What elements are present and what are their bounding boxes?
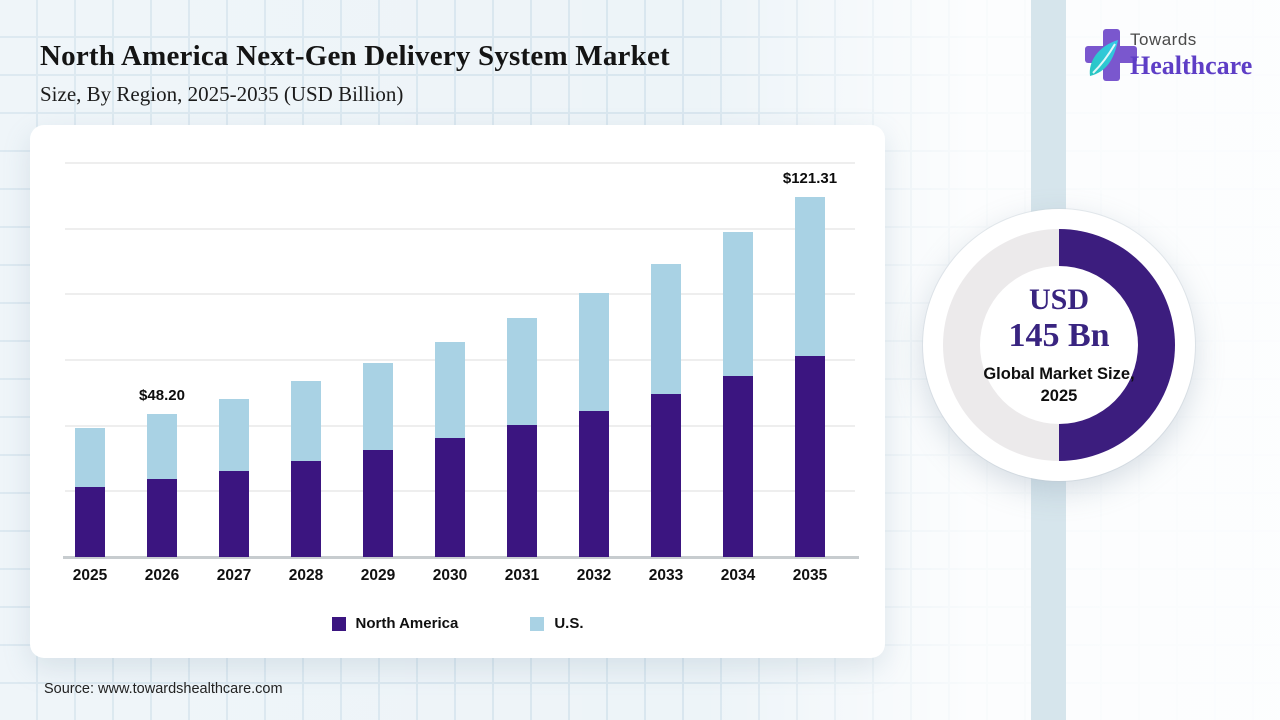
bar-segment-u-s--2032 [579, 292, 609, 411]
bar-value-label-2035: $121.31 [782, 170, 838, 187]
x-axis-label-2033: 2033 [648, 567, 684, 584]
donut-hole [980, 266, 1138, 424]
donut-caption-line2: 2025 [1040, 387, 1078, 406]
bar-segment-u-s--2035 [795, 197, 825, 356]
x-axis-labels: 2025 2026 2027 2028 2029 2030 2031 2032 2033 2034… [65, 567, 855, 589]
bar-segment-north-america-2031 [507, 424, 537, 557]
x-axis-label-2031: 2031 [504, 567, 540, 584]
x-axis-label-2025: 2025 [72, 567, 108, 584]
bar-segment-north-america-2030 [435, 437, 465, 557]
plot-gridline [65, 227, 855, 230]
legend-swatch-icon [331, 616, 346, 631]
bar-segment-u-s--2028 [291, 381, 321, 462]
bar-segment-u-s--2031 [507, 318, 537, 425]
bar-segment-u-s--2025 [75, 427, 105, 487]
x-axis-label-2030: 2030 [432, 567, 468, 584]
donut-caption: Global Market Size, 2025 [983, 363, 1134, 408]
donut-value-currency: USD [1028, 282, 1089, 316]
brand-logo-mark [1085, 29, 1137, 81]
legend-label: U.S. [554, 615, 584, 632]
source-line: Source: www.towardshealthcare.com [44, 681, 283, 697]
bar-segment-north-america-2033 [651, 393, 681, 557]
page-subtitle: Size, By Region, 2025-2035 (USD Billion) [40, 82, 404, 106]
donut-value-amount: 145 Bn [1008, 316, 1110, 354]
x-axis-label-2028: 2028 [288, 567, 324, 584]
page-title: North America Next-Gen Delivery System M… [40, 40, 670, 72]
bar-segment-u-s--2026 [147, 413, 177, 480]
bar-segment-north-america-2035 [795, 355, 825, 557]
bar-segment-u-s--2029 [363, 362, 393, 451]
chart-card: $48.20 $121.31 2025 2026 2027 2028 2029 2030 20… [30, 125, 885, 658]
donut-chart: USD 145 Bn Global Market Size, 2025 [923, 209, 1195, 481]
bar-segment-u-s--2033 [651, 264, 681, 394]
bar-segment-north-america-2028 [291, 461, 321, 557]
bar-segment-north-america-2027 [219, 471, 249, 557]
bar-chart-plot: $48.20 $121.31 [63, 162, 859, 559]
donut-center-text: USD 145 Bn Global Market Size, 2025 [959, 209, 1159, 481]
x-axis-label-2026: 2026 [144, 567, 180, 584]
brand-logo: Towards Healthcare [1080, 24, 1252, 88]
legend-label: North America [355, 615, 459, 632]
donut-caption-line1: Global Market Size, [983, 364, 1135, 383]
bar-segment-north-america-2026 [147, 479, 177, 557]
x-axis-label-2027: 2027 [216, 567, 252, 584]
plot-gridline [65, 293, 855, 296]
legend-swatch-icon [530, 616, 545, 631]
bar-segment-north-america-2029 [363, 450, 393, 557]
bar-value-label-2026: $48.20 [139, 386, 185, 404]
bar-segment-u-s--2034 [723, 232, 753, 376]
x-axis-label-2029: 2029 [360, 567, 396, 584]
x-axis-label-2034: 2034 [720, 567, 756, 584]
brand-name-towards: Towards [1130, 30, 1197, 49]
legend-item-north-america: North America [331, 615, 459, 632]
bar-segment-u-s--2030 [435, 341, 465, 438]
legend-item-u-s-: U.S. [530, 615, 584, 632]
plot-gridline [65, 162, 855, 164]
bar-segment-north-america-2034 [723, 375, 753, 557]
chart-legend: North America U.S. [30, 615, 885, 632]
x-axis-label-2035: 2035 [792, 567, 828, 584]
x-axis-label-2032: 2032 [576, 567, 612, 584]
header: North America Next-Gen Delivery System M… [40, 40, 670, 107]
leaf-icon [1089, 40, 1118, 76]
bar-segment-north-america-2032 [579, 411, 609, 557]
brand-name-healthcare: Healthcare [1130, 51, 1253, 80]
bar-segment-u-s--2027 [219, 398, 249, 472]
bar-segment-north-america-2025 [75, 486, 105, 557]
x-axis-line [63, 556, 859, 559]
